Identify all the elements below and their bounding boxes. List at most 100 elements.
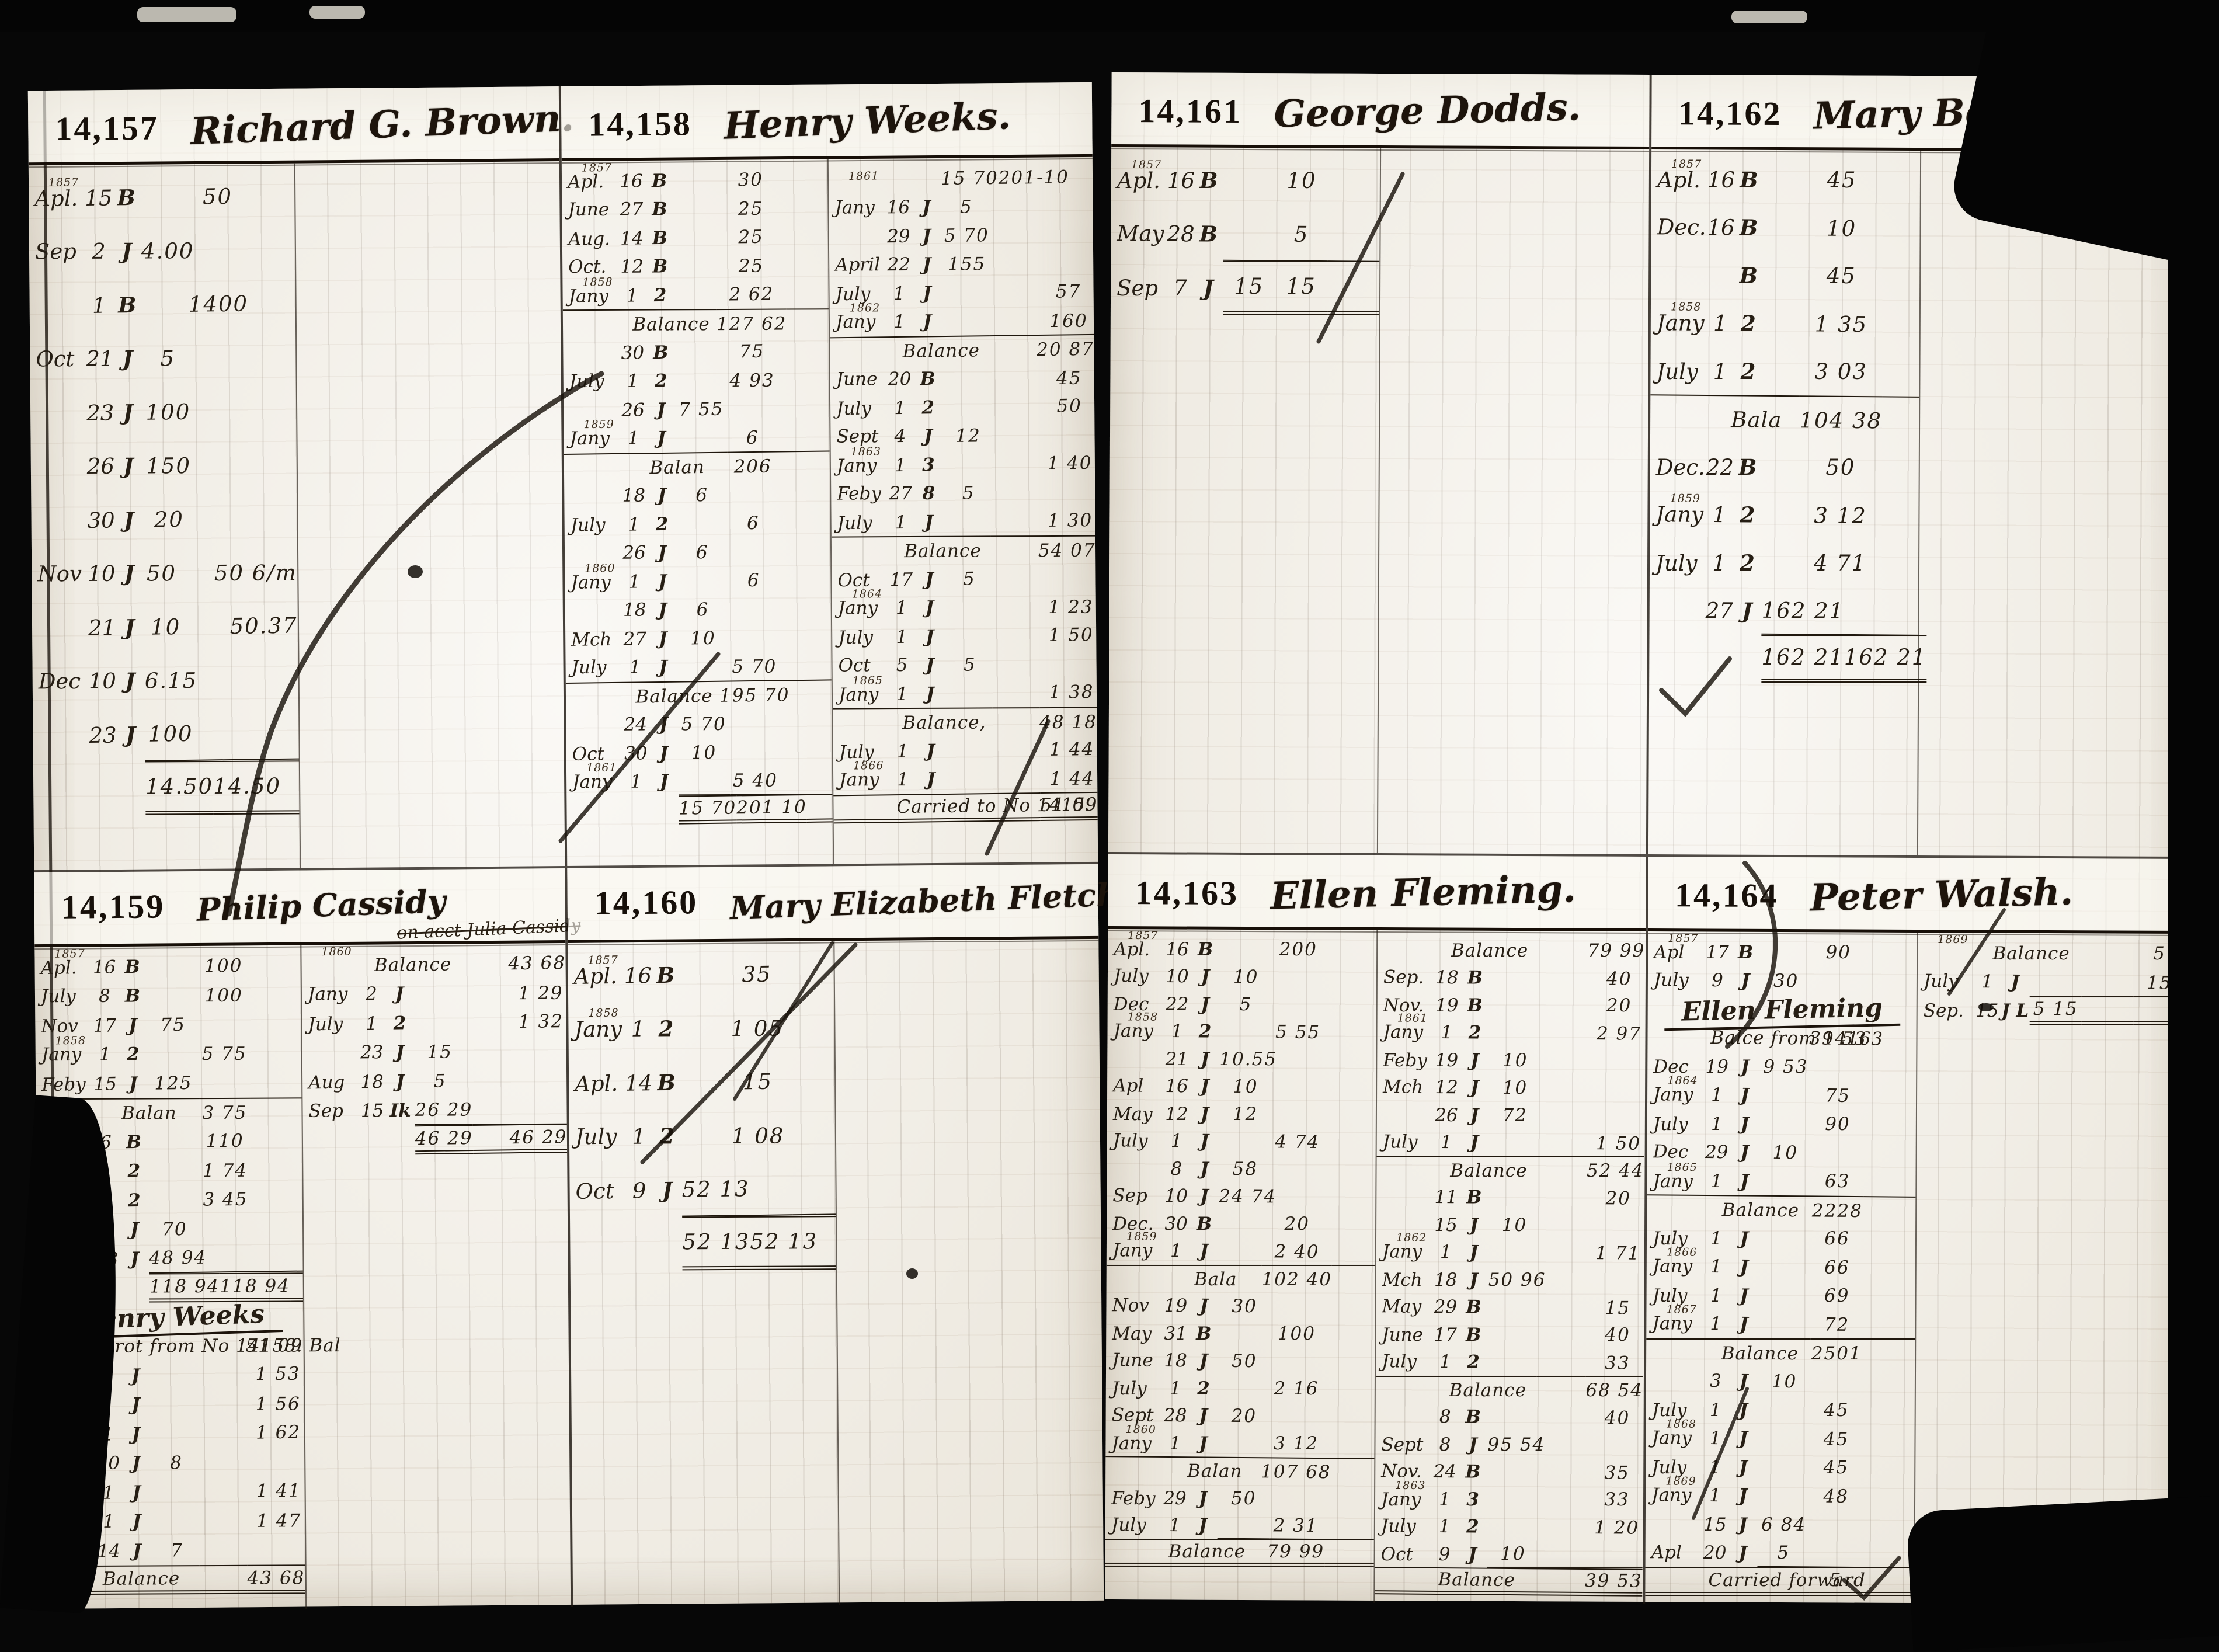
entry-folio-mark: J bbox=[1194, 275, 1223, 301]
entry-amount-2: 75 bbox=[726, 340, 778, 362]
entry-day: 21 bbox=[1163, 1048, 1190, 1069]
entry-day: 23 bbox=[89, 722, 116, 748]
entry-amount-2: 5 75 bbox=[199, 1044, 250, 1065]
entry-folio-mark: B bbox=[1734, 214, 1763, 240]
entry-amount-2 bbox=[1270, 1361, 1322, 1362]
entry-folio-mark: J bbox=[1460, 1077, 1489, 1098]
ink-blot bbox=[408, 565, 423, 578]
entry-day: 19 bbox=[1434, 994, 1460, 1015]
account-header: 14,160 Mary Elizabeth Fletcher. bbox=[567, 864, 1098, 943]
entry-folio-mark: J bbox=[1730, 1114, 1759, 1135]
entry-folio-mark: 3 bbox=[913, 454, 942, 476]
entry-amount-2: 72 bbox=[1810, 1314, 1863, 1335]
entry-month bbox=[564, 410, 620, 411]
account-holder-name: Mary Elizabeth Fletcher. bbox=[729, 874, 1164, 927]
entry-folio-mark: J bbox=[114, 507, 144, 533]
entry-amount-3 bbox=[779, 522, 830, 523]
entry-month: Apl. bbox=[569, 1070, 625, 1096]
entry-folio-mark: J bbox=[1730, 970, 1759, 991]
entry-day: 1 bbox=[886, 397, 913, 419]
entry-folio-mark: J bbox=[1459, 1269, 1488, 1290]
entry-day: 22 bbox=[1164, 993, 1191, 1014]
account-holder-name: Henry Weeks. bbox=[723, 94, 1011, 148]
entry-note: Balan bbox=[1105, 1456, 1261, 1484]
entry-amount-1: 5 bbox=[943, 482, 994, 503]
entry-amount-1 bbox=[677, 580, 728, 581]
entry-day: 27 bbox=[887, 483, 914, 504]
account-header: 14,163 Ellen Fleming. bbox=[1108, 854, 1646, 931]
entry-day: 10 bbox=[89, 668, 116, 693]
entry-amount-1: 70 bbox=[149, 1219, 200, 1240]
entry-amount-3 bbox=[1881, 396, 1919, 444]
entry-amount-1: 46 29 bbox=[415, 1125, 472, 1154]
entry-amount-2: 100 bbox=[1271, 1323, 1323, 1344]
entry-folio-mark: B bbox=[119, 1132, 148, 1153]
entry-amount-1: 10 bbox=[1219, 1076, 1272, 1097]
entry-year: 1863 bbox=[1395, 1479, 1425, 1491]
entry-folio-mark: J bbox=[1460, 1049, 1490, 1070]
entry-year: 1864 bbox=[1667, 1074, 1698, 1087]
entry-amount-3 bbox=[1591, 1540, 1643, 1568]
entry-amount-2: 52 13 bbox=[750, 1216, 818, 1270]
entry-day: 20 bbox=[886, 368, 913, 389]
entry-amount-2: 118 94 bbox=[220, 1272, 290, 1302]
entry-folio-mark: B bbox=[1460, 994, 1490, 1015]
entry-amount-3: 40 bbox=[1591, 1407, 1643, 1429]
entry-amount-2: 100 bbox=[198, 955, 249, 977]
entry-folio-mark: J bbox=[1728, 1485, 1757, 1506]
account-header: 14,159 Philip Cassidy on acct Julia Cass… bbox=[34, 868, 565, 947]
entry-day: 1 bbox=[1703, 1228, 1730, 1249]
entry-folio-mark: 2 bbox=[1189, 1378, 1218, 1399]
entry-amount-2: 20 bbox=[1271, 1213, 1323, 1234]
entry-folio-mark: J bbox=[112, 238, 141, 264]
entry-day: 1 bbox=[889, 740, 916, 762]
entry-month: July bbox=[1650, 551, 1706, 576]
entry-amount-2: 200 bbox=[1272, 938, 1324, 959]
entry-amount-3 bbox=[778, 450, 830, 479]
entry-day: 14 bbox=[625, 1070, 652, 1096]
entry-amount-3: 1 23 bbox=[1045, 596, 1096, 617]
entry-day: 1 bbox=[1163, 1240, 1190, 1261]
entry-folio-mark: J bbox=[1729, 1256, 1758, 1277]
entry-column bbox=[294, 161, 565, 868]
entry-amount-2 bbox=[472, 1124, 510, 1154]
entry-day: 16 bbox=[624, 963, 651, 989]
entry-day: 29 bbox=[1161, 1487, 1188, 1508]
entry-amount-3: 50 bbox=[1044, 395, 1094, 416]
entry-month: July bbox=[1375, 1515, 1431, 1537]
entry-folio-mark: 2 bbox=[1733, 310, 1762, 336]
entry-folio-mark: J bbox=[648, 599, 677, 620]
entry-day: 30 bbox=[1163, 1213, 1190, 1234]
entry-day: 17 bbox=[1432, 1324, 1459, 1345]
entry-day: 8 bbox=[91, 986, 118, 1007]
entry-day: 27 bbox=[618, 199, 645, 220]
entry-amount-1: 52 13 bbox=[681, 1162, 750, 1216]
entry-amount-2 bbox=[1812, 981, 1864, 982]
entry-day: 18 bbox=[358, 1072, 385, 1093]
entry-day: 1 bbox=[620, 514, 647, 535]
entry-day: 7 bbox=[1167, 275, 1194, 300]
entry-amount-3 bbox=[789, 679, 832, 708]
entry-day: 26 bbox=[87, 453, 114, 478]
entry-amount-3: 1 20 bbox=[1591, 1517, 1643, 1539]
entry-month: Sept bbox=[1376, 1434, 1432, 1455]
entry-amount-3 bbox=[281, 760, 299, 814]
entry-amount-2 bbox=[993, 463, 1044, 464]
entry-folio-mark: J bbox=[1728, 1514, 1757, 1535]
entry-year: 1857 bbox=[587, 953, 618, 966]
